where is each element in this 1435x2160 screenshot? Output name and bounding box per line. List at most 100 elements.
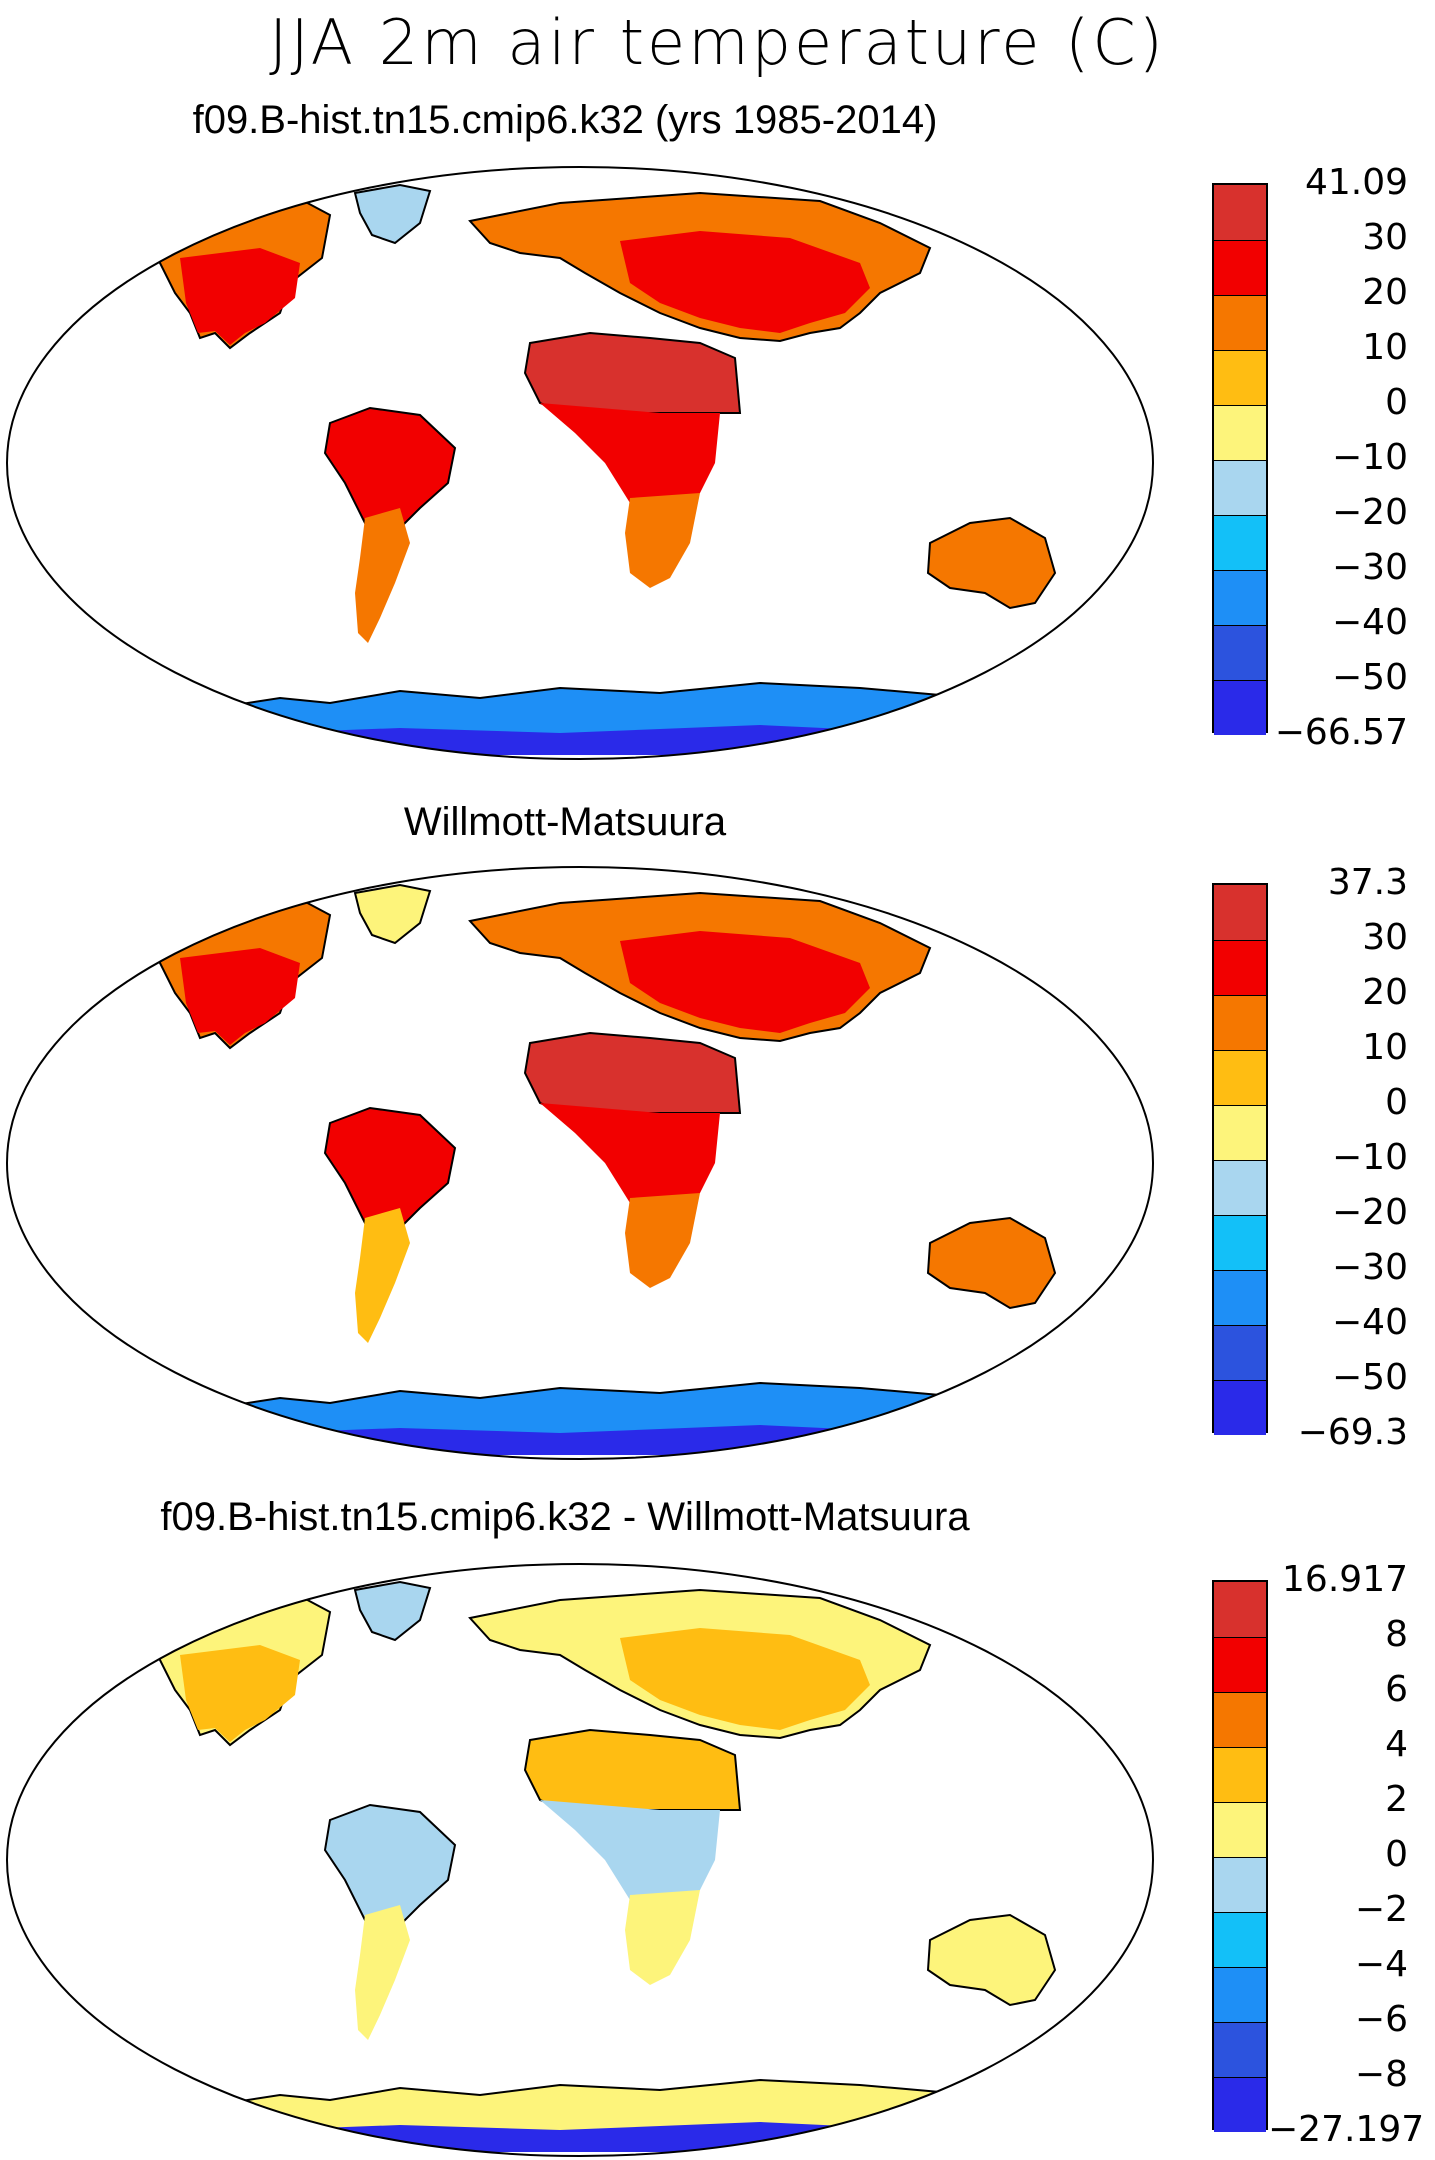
colorbar-label: 20 — [1362, 272, 1408, 313]
region-africa-south — [625, 493, 700, 588]
colorbar-label: −2 — [1354, 1889, 1408, 1930]
colorbar-label: 0 — [1385, 1082, 1408, 1123]
map-fill-group — [133, 183, 1057, 755]
colorbar-label: −40 — [1332, 602, 1408, 643]
colorbar-label: 10 — [1362, 327, 1408, 368]
colorbar-label: 4 — [1385, 1724, 1408, 1765]
colorbar-label: 41.09 — [1304, 162, 1408, 203]
colorbar-label: 37.3 — [1327, 862, 1408, 903]
colorbar-label: −40 — [1332, 1302, 1408, 1343]
panel-2-title: Willmott-Matsuura — [403, 800, 727, 844]
region-africa-central — [540, 1800, 720, 1905]
map-border — [6, 166, 1154, 760]
colorbar-segment — [1214, 1105, 1266, 1160]
region-greenland — [353, 183, 432, 245]
colorbar-label: −20 — [1332, 1192, 1408, 1233]
colorbar-label: 0 — [1385, 382, 1408, 423]
region-south-america-north — [323, 406, 457, 535]
colorbar-box — [1212, 1580, 1268, 2132]
colorbar-label: −20 — [1332, 492, 1408, 533]
map-fill-group — [133, 883, 1057, 1455]
colorbar-label: 8 — [1385, 1614, 1408, 1655]
region-south-america-south — [355, 508, 410, 643]
colorbar-label: −4 — [1354, 1944, 1408, 1985]
colorbar-segment — [1214, 1582, 1266, 1637]
colorbar-segment — [1214, 1050, 1266, 1105]
colorbar-label: 6 — [1385, 1669, 1408, 1710]
colorbar-label: −10 — [1332, 1137, 1408, 1178]
panel-2-map — [6, 866, 1154, 1460]
colorbar-segment — [1214, 240, 1266, 295]
main-title: JJA 2m air temperature (C) — [269, 6, 1166, 79]
colorbar-label: 16.917 — [1282, 1559, 1408, 1600]
region-eurasia-south — [620, 931, 870, 1033]
region-africa-south — [625, 1890, 700, 1985]
panel-2-colorbar: 37.3 30 20 10 0 −10 −20 −30 −40 −50 −69.3 — [1212, 863, 1408, 1463]
panel-3-title: f09.B-hist.tn15.cmip6.k32 - Willmott-Mat… — [160, 1495, 970, 1539]
colorbar-label: 30 — [1362, 917, 1408, 958]
colorbar-segment — [1214, 570, 1266, 625]
region-africa-south — [625, 1193, 700, 1288]
colorbar-segment — [1214, 2022, 1266, 2077]
colorbar-label: 30 — [1362, 217, 1408, 258]
region-north-america-south — [180, 1645, 300, 1742]
region-australia — [926, 1216, 1057, 1310]
region-north-america-south — [180, 948, 300, 1045]
colorbar-label: −50 — [1332, 657, 1408, 698]
colorbar-box — [1212, 883, 1268, 1435]
colorbar-segment — [1214, 515, 1266, 570]
colorbar-label: −6 — [1354, 1999, 1408, 2040]
panel-1-map — [6, 166, 1154, 760]
region-eurasia-south — [620, 1628, 870, 1730]
colorbar-label: −10 — [1332, 437, 1408, 478]
colorbar-box — [1212, 183, 1268, 735]
panel-3-map — [6, 1563, 1154, 2157]
colorbar-segment — [1214, 1380, 1266, 1435]
panel-3-colorbar: 16.917 8 6 4 2 0 −2 −4 −6 −8 −27.197 — [1212, 1560, 1424, 2160]
colorbar-label: 10 — [1362, 1027, 1408, 1068]
colorbar-segment — [1214, 295, 1266, 350]
region-africa-central — [540, 1103, 720, 1208]
colorbar-segment — [1214, 940, 1266, 995]
colorbar-label: 20 — [1362, 972, 1408, 1013]
region-africa-central — [540, 403, 720, 508]
region-south-america-south — [355, 1208, 410, 1343]
colorbar-segment — [1214, 995, 1266, 1050]
colorbar-label: −66.57 — [1274, 712, 1408, 753]
panel-1-title: f09.B-hist.tn15.cmip6.k32 (yrs 1985-2014… — [192, 98, 938, 142]
colorbar-segment — [1214, 1325, 1266, 1380]
panel-1-colorbar: 41.09 30 20 10 0 −10 −20 −30 −40 −50 −66.57 — [1212, 163, 1408, 763]
colorbar-label: −30 — [1332, 547, 1408, 588]
colorbar-segment — [1214, 2077, 1266, 2132]
colorbar-segment — [1214, 885, 1266, 940]
colorbar-segment — [1214, 460, 1266, 515]
region-greenland — [353, 883, 432, 945]
colorbar-segment — [1214, 405, 1266, 460]
region-south-america-south — [355, 1905, 410, 2040]
region-australia — [926, 1913, 1057, 2007]
colorbar-label: −50 — [1332, 1357, 1408, 1398]
region-south-america-north — [323, 1106, 457, 1235]
colorbar-segment — [1214, 1215, 1266, 1270]
colorbar-segment — [1214, 1692, 1266, 1747]
colorbar-label: −69.3 — [1297, 1412, 1408, 1453]
colorbar-segment — [1214, 1270, 1266, 1325]
colorbar-segment — [1214, 680, 1266, 735]
colorbar-segment — [1214, 1747, 1266, 1802]
region-north-america-south — [180, 248, 300, 345]
region-eurasia-south — [620, 231, 870, 333]
colorbar-label: −8 — [1354, 2054, 1408, 2095]
colorbar-label: −27.197 — [1268, 2109, 1425, 2150]
colorbar-label: −30 — [1332, 1247, 1408, 1288]
colorbar-segment — [1214, 625, 1266, 680]
colorbar-segment — [1214, 1967, 1266, 2022]
colorbar-segment — [1214, 1637, 1266, 1692]
colorbar-segment — [1214, 1160, 1266, 1215]
region-greenland — [353, 1580, 432, 1642]
colorbar-segment — [1214, 1802, 1266, 1857]
colorbar-segment — [1214, 350, 1266, 405]
map-fill-group — [133, 1580, 1057, 2152]
colorbar-segment — [1214, 1912, 1266, 1967]
map-border — [6, 866, 1154, 1460]
colorbar-segment — [1214, 185, 1266, 240]
